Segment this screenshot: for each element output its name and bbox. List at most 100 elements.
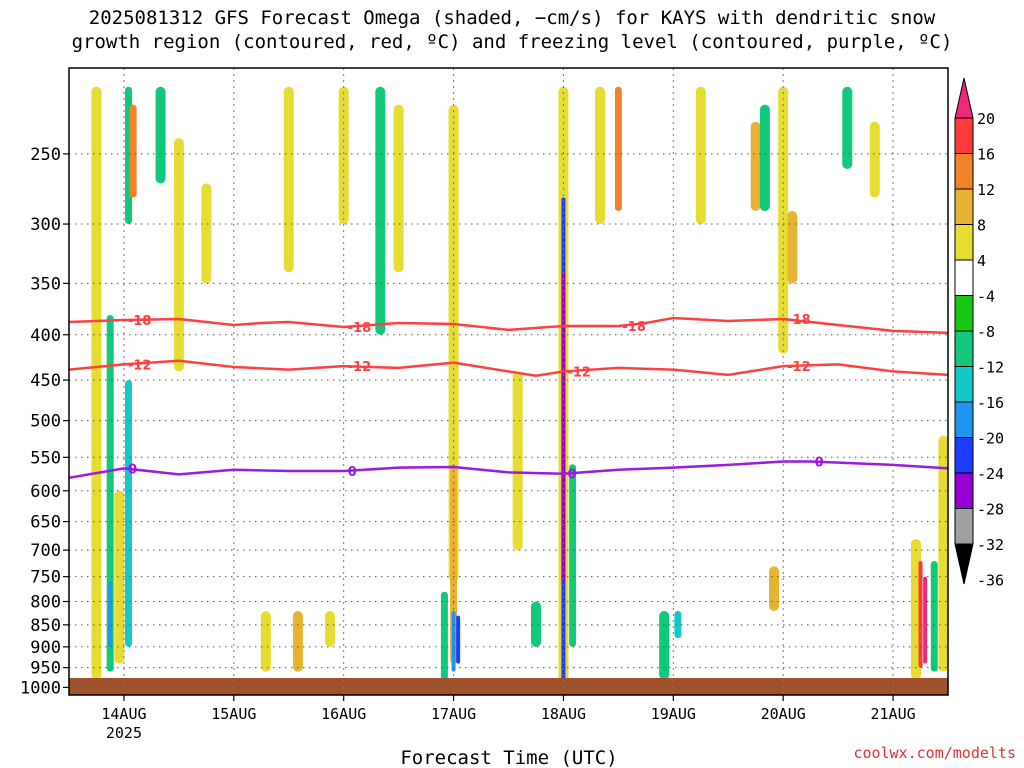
- y-tick-label: 900: [30, 638, 61, 658]
- omega-cell: [769, 566, 780, 612]
- grid-layer: [69, 68, 948, 695]
- omega-cell: [778, 86, 789, 354]
- colorbar-label: -16: [977, 394, 1004, 412]
- contour-line: [69, 460, 948, 479]
- y-axis: 2503003504004505005506006507007508008509…: [20, 145, 69, 698]
- omega-cell: [787, 210, 798, 284]
- x-tick-label: 14AUG: [101, 705, 146, 723]
- omega-cell: [108, 581, 113, 647]
- colorbar-label: -32: [977, 536, 1004, 554]
- x-axis-label: Forecast Time (UTC): [400, 747, 617, 768]
- x-tick-label: 16AUG: [321, 705, 366, 723]
- colorbar-label: 20: [977, 110, 995, 128]
- y-tick-label: 250: [30, 145, 61, 165]
- chart-title: 2025081312 GFS Forecast Omega (shaded, −…: [0, 6, 1024, 54]
- y-tick-label: 600: [30, 482, 61, 502]
- x-axis: 14AUG 15AUG 16AUG 17AUG 18AUG 19AUG 20AUG 21AUG…: [101, 695, 916, 742]
- colorbar-swatch: [954, 188, 974, 225]
- omega-cell: [530, 601, 541, 647]
- omega-cell: [918, 560, 923, 668]
- omega-cell: [561, 272, 566, 582]
- omega-cell: [595, 86, 606, 225]
- ground-bar: [69, 678, 948, 695]
- x-tick-label: 20AUG: [761, 705, 806, 723]
- contour-label: -18: [128, 314, 152, 329]
- omega-cell: [338, 86, 349, 225]
- y-tick-label: 450: [30, 371, 61, 391]
- colorbar-swatch: [954, 366, 974, 403]
- title-line-2: growth region (contoured, red, ºC) and f…: [71, 31, 953, 53]
- colorbar-label: -24: [977, 465, 1004, 483]
- contour-label: -18: [787, 313, 811, 328]
- x-tick-label: 19AUG: [651, 705, 696, 723]
- contour-line: [69, 359, 948, 378]
- omega-cell: [938, 435, 948, 672]
- x-subtick-label: 2025: [106, 724, 142, 742]
- contour-label: -18: [622, 320, 646, 335]
- x-tick-label: 15AUG: [211, 705, 256, 723]
- omega-cell: [283, 86, 294, 273]
- title-line-1: 2025081312 GFS Forecast Omega (shaded, −…: [88, 7, 936, 29]
- omega-cell: [393, 104, 404, 273]
- colorbar-label: -28: [977, 501, 1004, 519]
- contour-label: -12: [348, 360, 372, 375]
- omega-cell: [842, 86, 853, 169]
- credit-text: coolwx.com/modelts: [853, 744, 1016, 762]
- contour-label: -12: [787, 360, 811, 375]
- x-tick-label: 17AUG: [431, 705, 476, 723]
- y-tick-label: 550: [30, 448, 61, 468]
- y-tick-label: 750: [30, 568, 61, 588]
- contour-label: -12: [567, 365, 591, 380]
- omega-cell: [129, 104, 137, 198]
- omega-cell: [292, 611, 303, 672]
- y-tick-label: 400: [30, 326, 61, 346]
- omega-cell: [155, 86, 166, 184]
- omega-cell: [659, 611, 670, 680]
- y-tick-label: 650: [30, 513, 61, 533]
- colorbar-label: -8: [977, 323, 995, 341]
- omega-cell: [910, 538, 921, 680]
- y-tick-label: 500: [30, 412, 61, 432]
- omega-cell: [114, 490, 125, 664]
- colorbar-label: -36: [977, 572, 1004, 590]
- colorbar-swatch: [954, 437, 974, 474]
- omega-cell: [569, 464, 577, 647]
- omega-cell: [923, 576, 928, 664]
- contour-label: -12: [128, 358, 152, 373]
- omega-cell: [451, 611, 456, 672]
- contour-label: 0: [815, 455, 824, 470]
- y-tick-label: 950: [30, 659, 61, 679]
- colorbar-swatch: [954, 259, 974, 296]
- colorbar-swatch: [954, 330, 974, 367]
- omega-cell: [375, 86, 386, 335]
- y-tick-label: 350: [30, 274, 61, 294]
- omega-cell: [173, 138, 184, 372]
- contour-label: 0: [567, 468, 576, 483]
- omega-cell: [260, 611, 271, 672]
- x-tick-label: 18AUG: [541, 705, 586, 723]
- omega-cell: [456, 615, 461, 664]
- colorbar-label: -12: [977, 359, 1004, 377]
- contour-label: 0: [348, 465, 357, 480]
- omega-cell: [201, 183, 212, 284]
- omega-cell: [440, 591, 448, 680]
- contour-layer: -18 -18 -18 -18 -12 -12 -12 -12 0 0 0 0: [69, 313, 948, 483]
- colorbar-swatch: [954, 295, 974, 332]
- contour-label: 0: [128, 462, 137, 477]
- colorbar-top-arrow: [954, 77, 974, 119]
- x-tick-label: 21AUG: [870, 705, 915, 723]
- colorbar-bottom-arrow: [954, 543, 974, 585]
- omega-cell: [869, 121, 880, 198]
- colorbar-swatch: [954, 153, 974, 190]
- omega-cell: [614, 86, 622, 211]
- colorbar-label: 16: [977, 146, 995, 164]
- y-tick-label: 300: [30, 215, 61, 235]
- y-tick-label: 700: [30, 541, 61, 561]
- colorbar-label: -4: [977, 288, 995, 306]
- colorbar-swatch: [954, 224, 974, 261]
- omega-cell: [91, 86, 102, 680]
- omega-cell: [324, 611, 335, 647]
- omega-cell: [512, 371, 523, 551]
- omega-cell: [930, 560, 938, 672]
